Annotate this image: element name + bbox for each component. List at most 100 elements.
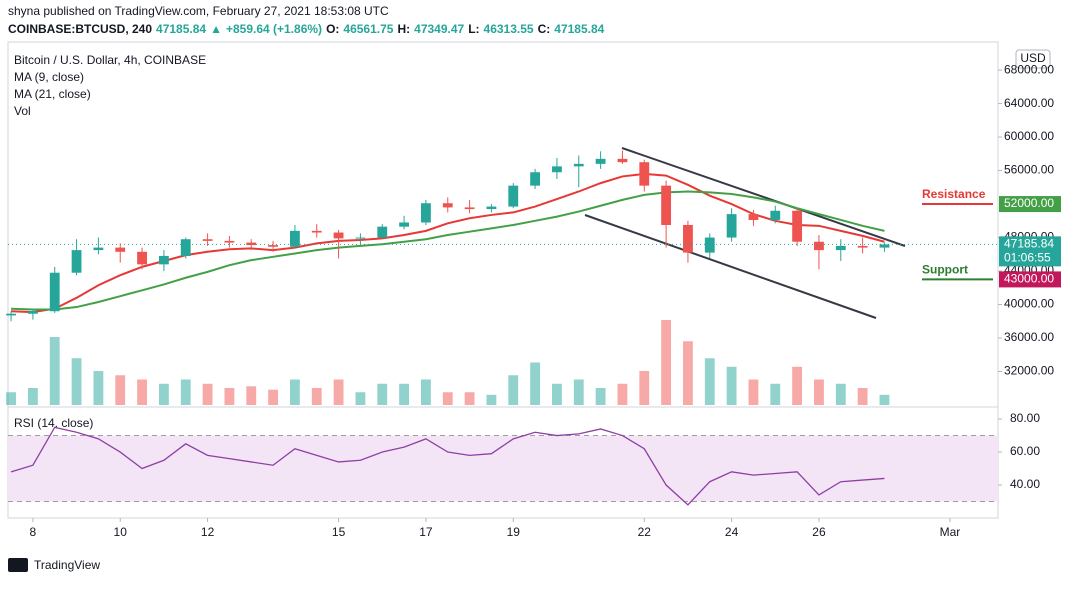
quote-part: 47185.84: [554, 22, 604, 36]
x-tick-label: 8: [30, 525, 37, 539]
candle-body: [377, 226, 388, 238]
quote-part: ▲: [210, 22, 222, 36]
quote-part: H:: [397, 22, 410, 36]
volume-bar: [683, 341, 693, 405]
volume-bar: [508, 375, 519, 405]
volume-bar: [770, 383, 781, 405]
volume-bar: [530, 362, 541, 405]
volume-bar: [595, 388, 606, 405]
candle-body: [814, 241, 824, 251]
level-name: Support: [922, 263, 968, 277]
candle-body: [486, 206, 497, 210]
level-tag: [999, 271, 1061, 288]
candle-body: [617, 158, 628, 163]
volume-bar: [311, 388, 322, 405]
candle-body: [530, 172, 541, 186]
candle-body: [158, 255, 169, 265]
candle-body: [704, 237, 715, 253]
y-tick-label: 40000.00: [1004, 297, 1054, 311]
brand: TradingView: [34, 558, 100, 572]
candle-body: [224, 240, 235, 243]
currency-box: [1015, 49, 1051, 69]
candle-body: [115, 247, 126, 252]
rsi-tick-label: 40.00: [1010, 477, 1040, 491]
volume-bar: [573, 379, 584, 405]
brand-logo: [8, 558, 28, 572]
last-price: 47185.84: [1004, 237, 1054, 251]
y-tick-label: 32000.00: [1004, 364, 1054, 378]
candle-body: [421, 203, 431, 223]
countdown: 01:06:55: [1004, 251, 1051, 265]
volume-bar: [661, 320, 672, 405]
candle-body: [792, 210, 803, 242]
x-tick-label: 10: [114, 525, 128, 539]
volume-bar: [49, 337, 60, 405]
y-tick-label: 68000.00: [1004, 62, 1054, 76]
legend-ma21: MA (21, close): [14, 87, 91, 101]
candle-body: [639, 162, 650, 186]
candle-body: [857, 245, 868, 248]
ma-line: [11, 172, 885, 314]
rsi-tick-label: 80.00: [1010, 411, 1040, 425]
volume-bar: [639, 371, 650, 405]
quote-part: COINBASE:BTCUSD, 240: [8, 22, 152, 36]
candle-body: [202, 239, 213, 241]
quote-part: O:: [326, 22, 339, 36]
volume-bar: [355, 392, 366, 405]
level-label: 52000.00: [1004, 196, 1054, 210]
rsi-tick-label: 60.00: [1010, 444, 1040, 458]
volume-bar: [835, 383, 846, 405]
volume-bar: [421, 379, 431, 405]
candle-body: [246, 242, 257, 246]
volume-bar: [115, 375, 126, 405]
x-tick-label: 15: [332, 525, 346, 539]
y-tick-label: 64000.00: [1004, 96, 1054, 110]
channel-upper: [621, 147, 906, 247]
candle-body: [552, 166, 562, 173]
candle-body: [573, 163, 584, 167]
y-tick-label: 60000.00: [1004, 129, 1054, 143]
volume-bar: [27, 388, 38, 405]
quote-part: 47185.84: [156, 22, 206, 36]
x-tick-label: Mar: [940, 525, 961, 539]
x-tick-label: 26: [812, 525, 826, 539]
candle-body: [464, 207, 475, 210]
volume-bar: [377, 383, 388, 405]
quote-part: +859.64 (+1.86%): [226, 22, 322, 36]
volume-bar: [486, 394, 497, 405]
volume-bar: [879, 394, 890, 405]
candle-body: [508, 185, 519, 207]
quote-part: 47349.47: [414, 22, 464, 36]
volume-bar: [399, 383, 410, 405]
level-label: 43000.00: [1004, 272, 1054, 286]
x-tick-label: 17: [419, 525, 433, 539]
volume-bar: [617, 383, 628, 405]
ma-line: [11, 190, 885, 311]
volume-bar: [289, 379, 300, 405]
volume-bar: [726, 366, 737, 405]
quote-part: 46561.75: [343, 22, 393, 36]
quote-part: C:: [538, 22, 551, 36]
volume-bar: [814, 379, 824, 405]
volume-bar: [158, 383, 169, 405]
candle-body: [311, 230, 322, 233]
candle-body: [748, 214, 759, 220]
candle-body: [268, 245, 278, 247]
quote-part: 46313.55: [484, 22, 534, 36]
level-name: Resistance: [922, 187, 986, 201]
candle-body: [93, 247, 104, 251]
volume-bar: [792, 366, 803, 405]
legend-vol: Vol: [14, 104, 31, 118]
published: shyna published on TradingView.com, Febr…: [8, 4, 389, 18]
volume-bar: [268, 389, 278, 405]
volume-bar: [180, 379, 191, 405]
volume-bar: [6, 392, 16, 405]
quote: COINBASE:BTCUSD, 240 47185.84 ▲ +859.64 (+1…: [8, 22, 605, 36]
volume-bar: [857, 388, 868, 405]
candle-body: [399, 222, 410, 227]
candle-body: [333, 232, 344, 239]
volume-bar: [552, 383, 562, 405]
candle-body: [289, 230, 300, 247]
y-tick-label: 36000.00: [1004, 330, 1054, 344]
